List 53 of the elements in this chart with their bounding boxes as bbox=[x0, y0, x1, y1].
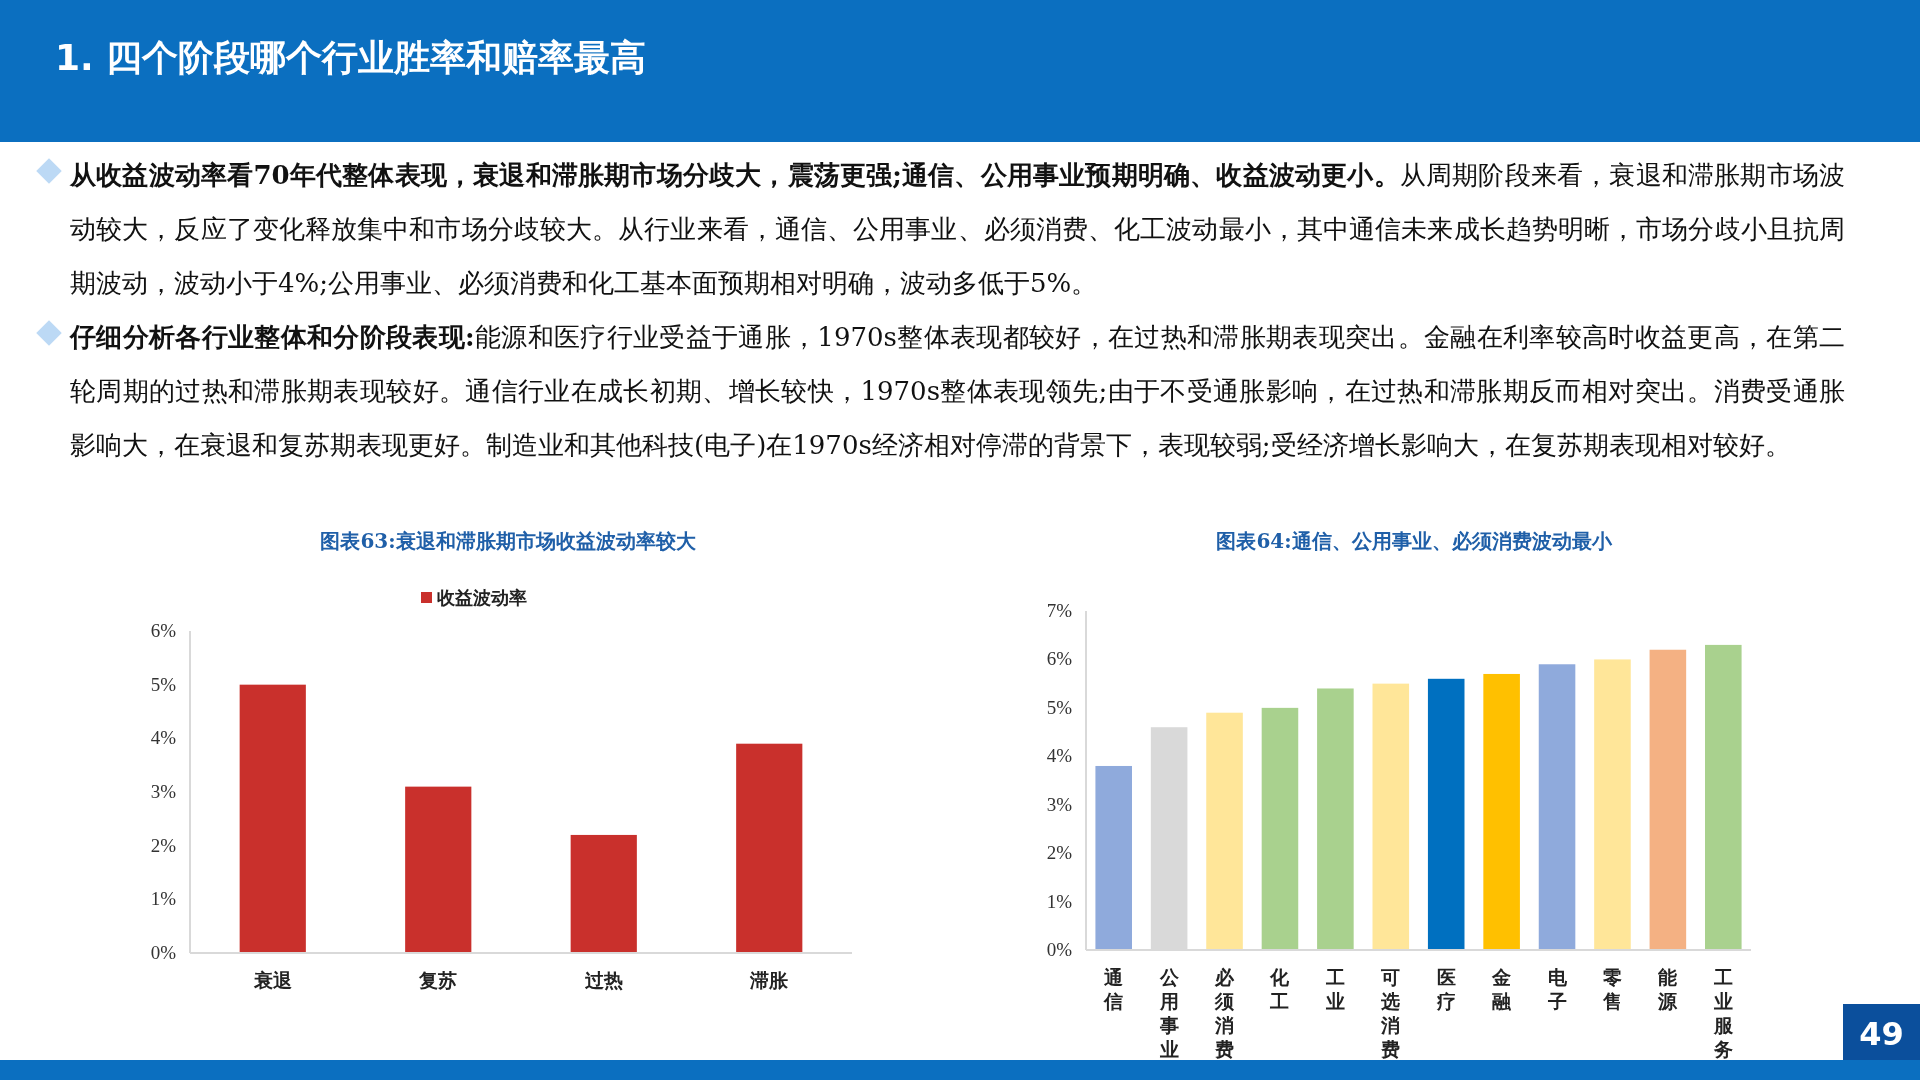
x-tick-label: 工业 bbox=[1324, 966, 1345, 1012]
text: 1. 四个阶段哪个行业胜率和赔率最高 bbox=[55, 36, 647, 80]
y-tick-label: 6% bbox=[1046, 648, 1073, 670]
text: 仔细分析各行业整体和分阶段表现:能源和医疗行业受益于通胀，1970s整体表现都较好，在过热和滞胀期表现突出。金融在利率较高时收益更高，在第二轮周期的过热和滞胀期表现较好。通信行业在成长初期、增长较快，1970s整体表现领先;由于不受通胀影响，在过热和滞胀期反而相对突出。消费受通胀影响大，在衰退和复苏期表现更好。制造业和其他科技(电子)在1970s经济相对停滞的背景下，表现较弱;受经济增长影响大，在复苏期表现相对较好。 bbox=[70, 322, 1845, 460]
bar bbox=[239, 684, 306, 953]
y-tick-label: 1% bbox=[1046, 890, 1073, 912]
y-tick-label: 3% bbox=[150, 781, 177, 802]
chart-title: 图表64:通信、公用事业、必须消费波动最小 bbox=[1216, 529, 1613, 553]
text: 从收益波动率看70年代整体表现，衰退和滞胀期市场分歧大，震荡更强;通信、公用事业预期明确、收益波动更小。从周期阶段来看，衰退和滞胀期市场波动较大，反应了变化释放集中和市场分歧较大。从行业来看，通信、公用事业、必须消费、化工波动最小，其中通信未来成长趋势明晰，市场分歧小且抗周期波动，波动小于4%;公用事业、必须消费和化工基本面预期相对明确，波动多低于5%。 bbox=[70, 160, 1846, 298]
y-tick-label: 2% bbox=[1046, 842, 1073, 864]
bar bbox=[1594, 659, 1631, 950]
bar bbox=[1261, 707, 1299, 950]
x-tick-label: 能源 bbox=[1657, 966, 1679, 1012]
x-tick-label: 化工 bbox=[1269, 966, 1291, 1012]
x-tick-label: 零售 bbox=[1601, 966, 1622, 1012]
bar bbox=[570, 834, 637, 953]
bar bbox=[736, 743, 803, 953]
x-tick-label: 衰退 bbox=[252, 969, 292, 991]
y-tick-label: 1% bbox=[150, 888, 177, 910]
x-tick-label: 金融 bbox=[1491, 966, 1513, 1012]
bar bbox=[1538, 664, 1576, 950]
x-tick-label: 可选消费 bbox=[1380, 966, 1401, 1060]
y-tick-label: 0% bbox=[1046, 939, 1073, 960]
bar bbox=[1427, 678, 1465, 950]
y-tick-label: 5% bbox=[1046, 696, 1073, 718]
bar bbox=[1483, 673, 1520, 950]
x-tick-label: 过热 bbox=[583, 969, 623, 991]
bar bbox=[1705, 644, 1742, 950]
chart-title: 图表63:衰退和滞胀期市场收益波动率较大 bbox=[320, 529, 697, 553]
y-tick-label: 3% bbox=[1046, 793, 1073, 815]
x-tick-label: 电子 bbox=[1546, 966, 1568, 1012]
bar bbox=[405, 786, 472, 953]
legend-label: 收益波动率 bbox=[437, 587, 527, 608]
x-tick-label: 医疗 bbox=[1435, 966, 1456, 1012]
text: 49 bbox=[1843, 1004, 1920, 1064]
bar bbox=[1649, 649, 1687, 950]
bar bbox=[1317, 688, 1354, 950]
y-tick-label: 2% bbox=[150, 834, 177, 856]
y-tick-label: 7% bbox=[1046, 600, 1073, 621]
x-tick-label: 公用事业 bbox=[1158, 966, 1180, 1060]
x-tick-label: 必须消费 bbox=[1214, 966, 1236, 1060]
bar bbox=[1372, 683, 1410, 950]
y-tick-label: 6% bbox=[150, 620, 177, 641]
y-tick-label: 4% bbox=[1046, 745, 1073, 767]
x-tick-label: 滞胀 bbox=[749, 969, 790, 991]
bar bbox=[1206, 712, 1243, 950]
y-tick-label: 4% bbox=[150, 727, 177, 749]
x-tick-label: 复苏 bbox=[418, 969, 458, 991]
x-tick-label: 通信 bbox=[1103, 966, 1124, 1012]
bar bbox=[1095, 765, 1132, 950]
y-tick-label: 5% bbox=[150, 673, 177, 695]
y-tick-label: 0% bbox=[150, 942, 177, 963]
x-tick-label: 工业服务 bbox=[1712, 966, 1734, 1060]
